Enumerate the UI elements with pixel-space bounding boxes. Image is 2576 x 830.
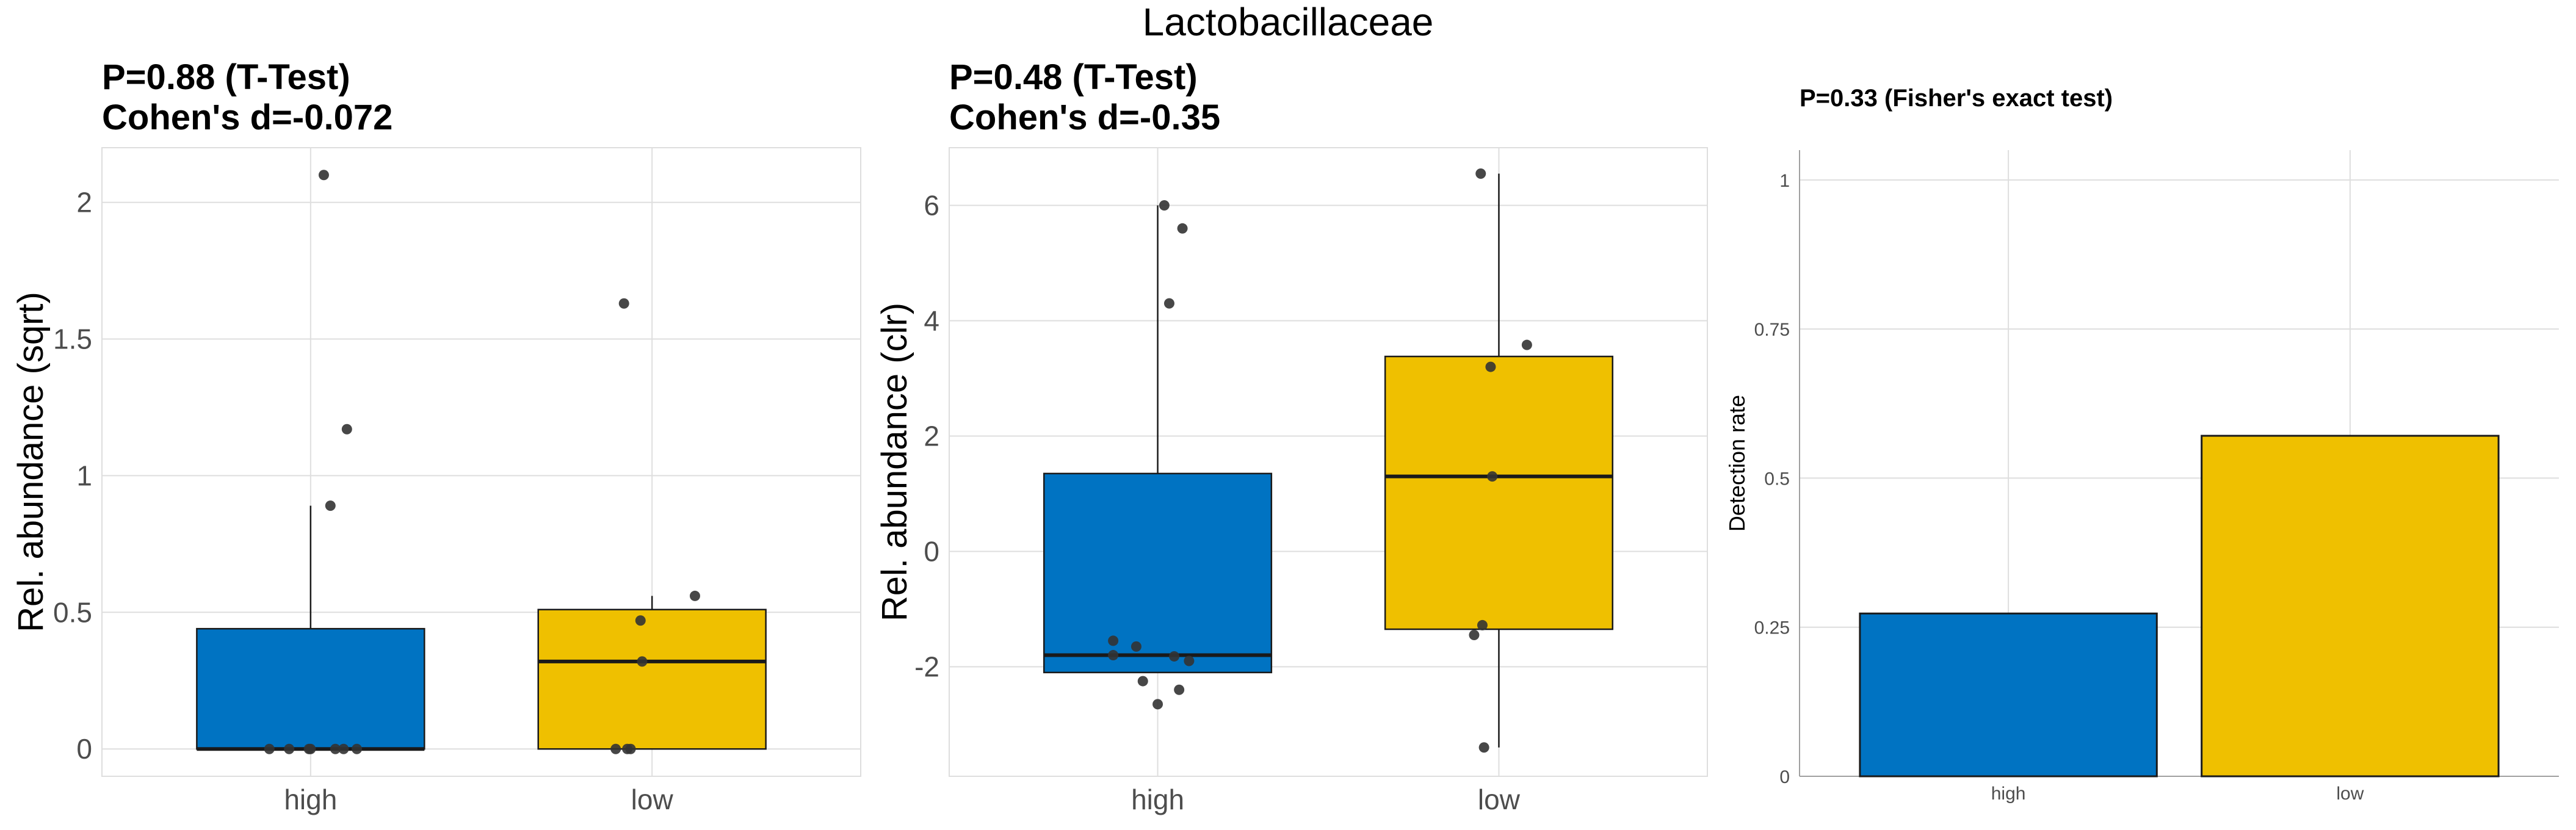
y-tick-label: 1 [76,460,92,491]
data-point [1521,339,1532,350]
data-point [1177,223,1188,234]
data-point [1174,684,1185,695]
panel-border [101,147,861,777]
data-point [1159,200,1170,211]
y-tick-label: 1.5 [53,323,92,355]
y-tick-label: 0 [924,535,939,567]
data-point [610,743,621,754]
data-point [1131,641,1141,652]
y-tick-label: 0.5 [53,596,92,628]
data-point [1169,651,1180,662]
y-tick-label: 0.5 [1764,469,1790,489]
data-point [1477,619,1488,630]
panel-title-line: P=0.48 (T-Test) [949,57,1198,97]
data-point [1485,361,1496,372]
data-point [338,743,349,754]
data-point [635,615,646,626]
data-point [1487,471,1498,482]
data-point [1108,650,1119,661]
panel-title-line: Cohen's d=-0.35 [949,98,1220,137]
chart-panel-2: P=0.48 (T-Test)Cohen's d=-0.35 -2 0 2 4 6 Rel.… [875,57,1708,815]
box-high [196,627,425,750]
data-point [625,743,636,754]
data-point [1469,629,1480,640]
data-point [618,298,629,309]
chart-panel-1: P=0.88 (T-Test)Cohen's d=-0.072 0 0.5 1 1.5 2… [11,57,861,815]
y-axis-label: Rel. abundance (sqrt) [11,292,51,632]
chart-panel-3: P=0.33 (Fisher's exact test) 0 0.25 0.5 0.75… [1724,85,2559,804]
data-point [1152,699,1163,710]
box-high [1043,472,1273,674]
data-point [1184,655,1195,666]
data-point [1163,298,1174,309]
data-point [1478,742,1489,753]
y-tick-label: 0 [76,733,92,765]
y-tick-label: 1 [1779,171,1790,191]
data-point [689,590,700,601]
data-point [318,170,329,181]
data-point [305,743,316,754]
box-low [537,608,767,750]
x-tick-label: high [1131,784,1184,815]
y-axis-label: Detection rate [1724,395,1749,532]
panel-title-line: P=0.88 (T-Test) [102,57,350,97]
y-tick-label: -2 [914,651,939,682]
data-point [1108,635,1119,646]
data-point [352,743,363,754]
data-point [341,424,352,435]
x-tick-label: high [1991,784,2026,804]
box-low [1384,355,1613,630]
panels-container: P=0.88 (T-Test)Cohen's d=-0.072 0 0.5 1 1.5 2… [11,57,2559,815]
data-point [284,743,295,754]
y-tick-label: 6 [924,189,939,221]
y-tick-label: 2 [924,420,939,452]
data-point [325,500,336,511]
y-tick-label: 0.25 [1754,618,1790,638]
x-tick-label: low [2336,784,2364,804]
data-point [1475,168,1486,179]
data-point [1137,676,1148,687]
y-tick-label: 4 [924,305,939,336]
data-point [264,743,275,754]
x-tick-label: high [284,784,337,815]
figure-title: Lactobacillaceae [1143,0,1434,44]
y-tick-label: 2 [76,187,92,218]
x-tick-label: low [1478,784,1521,815]
y-axis-label: Rel. abundance (clr) [875,303,914,621]
y-tick-label: 0 [1779,767,1790,787]
panel-border [949,147,1708,777]
x-tick-label: low [631,784,674,815]
data-point [637,656,648,667]
panel-title-line: Cohen's d=-0.072 [102,98,393,137]
bar-low [2201,435,2500,778]
panel-title-line: P=0.33 (Fisher's exact test) [1800,85,2113,112]
bar-high [1859,612,2158,778]
data-point [330,743,341,754]
y-tick-label: 0.75 [1754,320,1790,340]
